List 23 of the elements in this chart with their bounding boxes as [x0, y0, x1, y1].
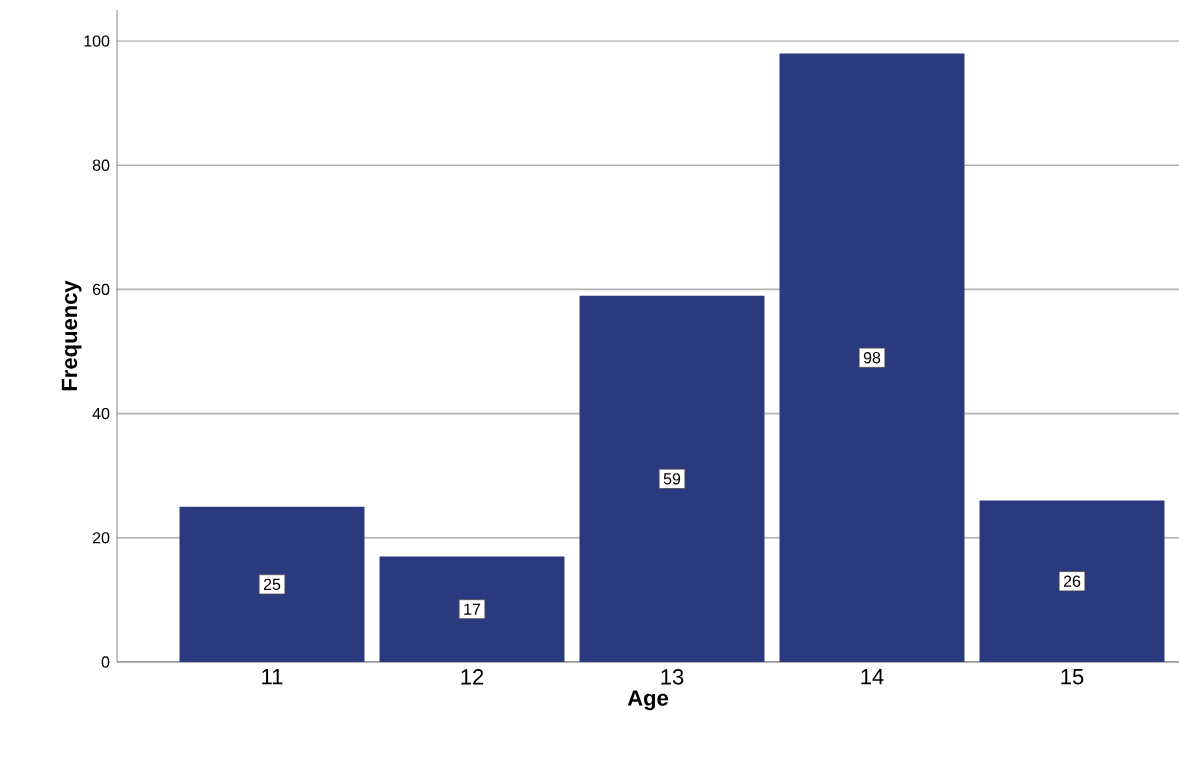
x-tick-label: 14	[861, 669, 884, 685]
bar	[379, 556, 565, 662]
y-axis-title: Frequency	[61, 280, 82, 391]
y-tick-label: 100	[84, 35, 110, 47]
data-label: 25	[263, 578, 281, 591]
y-tick-label: 0	[101, 656, 110, 668]
x-tick-label: 12	[461, 669, 484, 685]
bar	[779, 53, 965, 662]
x-tick-label: 15	[1061, 669, 1084, 685]
bar	[179, 506, 365, 662]
x-axis-title: Age	[627, 690, 669, 711]
data-label: 26	[1063, 575, 1081, 587]
y-tick-label: 40	[92, 407, 110, 420]
data-label: 98	[863, 352, 881, 364]
y-tick-label: 20	[92, 532, 110, 544]
y-tick-label: 60	[92, 283, 110, 296]
y-tick-label: 80	[92, 159, 110, 171]
x-tick-label: 11	[262, 669, 283, 685]
data-label: 59	[663, 473, 681, 485]
bar	[579, 295, 765, 662]
x-tick-label: 13	[661, 669, 684, 685]
bar	[979, 500, 1165, 662]
data-label: 17	[464, 603, 481, 615]
